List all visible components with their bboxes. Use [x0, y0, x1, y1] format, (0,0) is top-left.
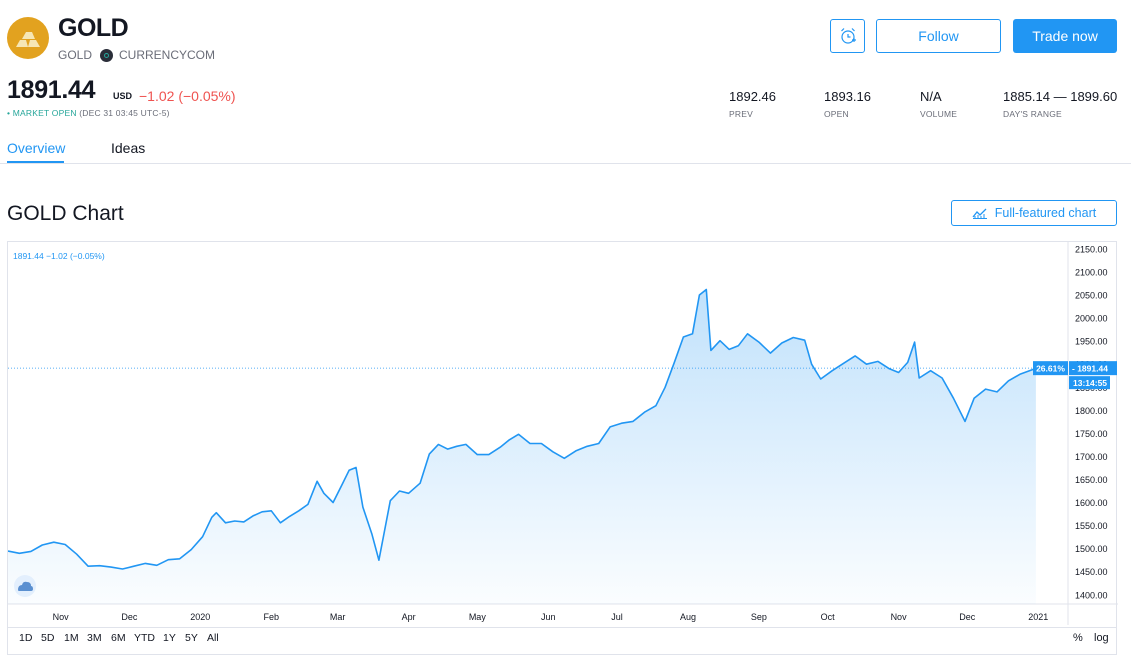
x-tick-label: Jul: [611, 612, 623, 622]
log-scale-button[interactable]: log: [1094, 632, 1109, 644]
price-area-fill: [8, 289, 1036, 604]
symbol-code: GOLD: [58, 48, 93, 62]
cloud-icon: [18, 581, 33, 591]
stat-days-range: 1885.14 — 1899.60 DAY'S RANGE: [1003, 89, 1117, 119]
full-featured-chart-label: Full-featured chart: [994, 206, 1097, 220]
stat-value: 1885.14 — 1899.60: [1003, 89, 1118, 104]
range-toolbar: [7, 627, 1117, 655]
active-tab-indicator: [7, 161, 64, 163]
follow-button[interactable]: Follow: [876, 19, 1001, 53]
range-button-1d[interactable]: 1D: [19, 632, 33, 644]
stat-prev: 1892.46 PREV: [729, 89, 776, 119]
y-tick-label: 1950.00: [1075, 337, 1108, 347]
stat-label: OPEN: [824, 109, 849, 119]
x-tick-label: Jun: [541, 612, 556, 622]
pct-change-label: 26.61%: [1036, 364, 1065, 374]
range-button-6m[interactable]: 6M: [111, 632, 126, 644]
market-open-dot: •: [7, 108, 11, 118]
tabs-divider: [0, 163, 1131, 164]
tab-overview[interactable]: Overview: [7, 140, 66, 156]
range-button-3m[interactable]: 3M: [87, 632, 102, 644]
x-tick-label: Feb: [264, 612, 280, 622]
y-tick-label: 1600.00: [1075, 498, 1108, 508]
market-status-time: (DEC 31 03:45 UTC-5): [79, 108, 170, 118]
x-tick-label: 2020: [190, 612, 210, 622]
x-tick-label: Nov: [53, 612, 70, 622]
market-status: • MARKET OPEN (DEC 31 03:45 UTC-5): [7, 108, 170, 118]
range-button-ytd[interactable]: YTD: [134, 632, 155, 644]
y-tick-label: 2000.00: [1075, 314, 1108, 324]
countdown-label: 13:14:55: [1073, 378, 1107, 388]
full-featured-chart-button[interactable]: Full-featured chart: [951, 200, 1117, 226]
chart-container[interactable]: 1400.00 1450.00 1500.00 1550.00 1600.00 1650.…: [7, 241, 1118, 656]
y-tick-label: 2150.00: [1075, 244, 1108, 254]
x-tick-label: Mar: [330, 612, 346, 622]
y-tick-label: 1650.00: [1075, 475, 1108, 485]
trade-now-button[interactable]: Trade now: [1013, 19, 1117, 53]
pct-change-badge: [1033, 361, 1068, 376]
x-tick-label: Apr: [402, 612, 416, 622]
price-change: −1.02 (−0.05%): [139, 88, 236, 104]
stat-label: DAY'S RANGE: [1003, 109, 1062, 119]
last-price-label: - 1891.44: [1072, 364, 1108, 374]
x-tick-label: Nov: [891, 612, 908, 622]
range-button-1m[interactable]: 1M: [64, 632, 79, 644]
stat-label: VOLUME: [920, 109, 958, 119]
price-chart[interactable]: 1400.00 1450.00 1500.00 1550.00 1600.00 1650.…: [8, 242, 1118, 656]
y-tick-label: 1450.00: [1075, 567, 1108, 577]
chart-legend: 1891.44 −1.02 (−0.05%): [13, 251, 105, 261]
y-tick-label: 2050.00: [1075, 291, 1108, 301]
range-button-all[interactable]: All: [207, 632, 219, 644]
x-tick-label: Dec: [121, 612, 138, 622]
stat-value: 1893.16: [824, 89, 871, 104]
range-button-1y[interactable]: 1Y: [163, 632, 176, 644]
alarm-clock-plus-icon: [840, 28, 856, 44]
currency-label: USD: [113, 91, 133, 101]
stat-volume: N/A VOLUME: [920, 89, 957, 119]
range-button-5y[interactable]: 5Y: [185, 632, 198, 644]
y-tick-label: 1550.00: [1075, 521, 1108, 531]
price-line: [8, 288, 1037, 570]
stat-label: PREV: [729, 109, 753, 119]
symbol-subtitle: GOLD CURRENCYCOM: [58, 48, 215, 62]
last-price: 1891.44: [7, 76, 96, 104]
gold-bars-icon: [7, 17, 49, 59]
x-tick-label: May: [469, 612, 487, 622]
y-tick-label: 1500.00: [1075, 544, 1108, 554]
y-tick-label: 1750.00: [1075, 429, 1108, 439]
stat-value: 1892.46: [729, 89, 776, 104]
symbol-title: GOLD: [58, 14, 129, 42]
stat-open: 1893.16 OPEN: [824, 89, 871, 119]
countdown-badge: [1069, 376, 1110, 390]
x-tick-label: Aug: [680, 612, 696, 622]
x-tick-label: Dec: [959, 612, 976, 622]
x-tick-label: Oct: [821, 612, 836, 622]
chart-line-icon: [972, 208, 987, 219]
last-price-badge: [1069, 361, 1117, 376]
y-tick-label: 1700.00: [1075, 452, 1108, 462]
y-tick-label: 1400.00: [1075, 590, 1108, 600]
stat-value: N/A: [920, 89, 942, 104]
chart-heading: GOLD Chart: [7, 202, 124, 225]
market-status-label: MARKET OPEN: [12, 108, 77, 118]
range-button-5d[interactable]: 5D: [41, 632, 55, 644]
exchange-name[interactable]: CURRENCYCOM: [119, 48, 216, 62]
x-tick-label: 2021: [1028, 612, 1048, 622]
tab-ideas[interactable]: Ideas: [111, 140, 146, 156]
exchange-icon: [100, 48, 114, 62]
y-tick-label: 1800.00: [1075, 406, 1108, 416]
percent-scale-button[interactable]: %: [1073, 632, 1083, 644]
y-tick-label: 2100.00: [1075, 267, 1108, 277]
add-alert-button[interactable]: [830, 19, 865, 53]
x-tick-label: Sep: [751, 612, 767, 622]
